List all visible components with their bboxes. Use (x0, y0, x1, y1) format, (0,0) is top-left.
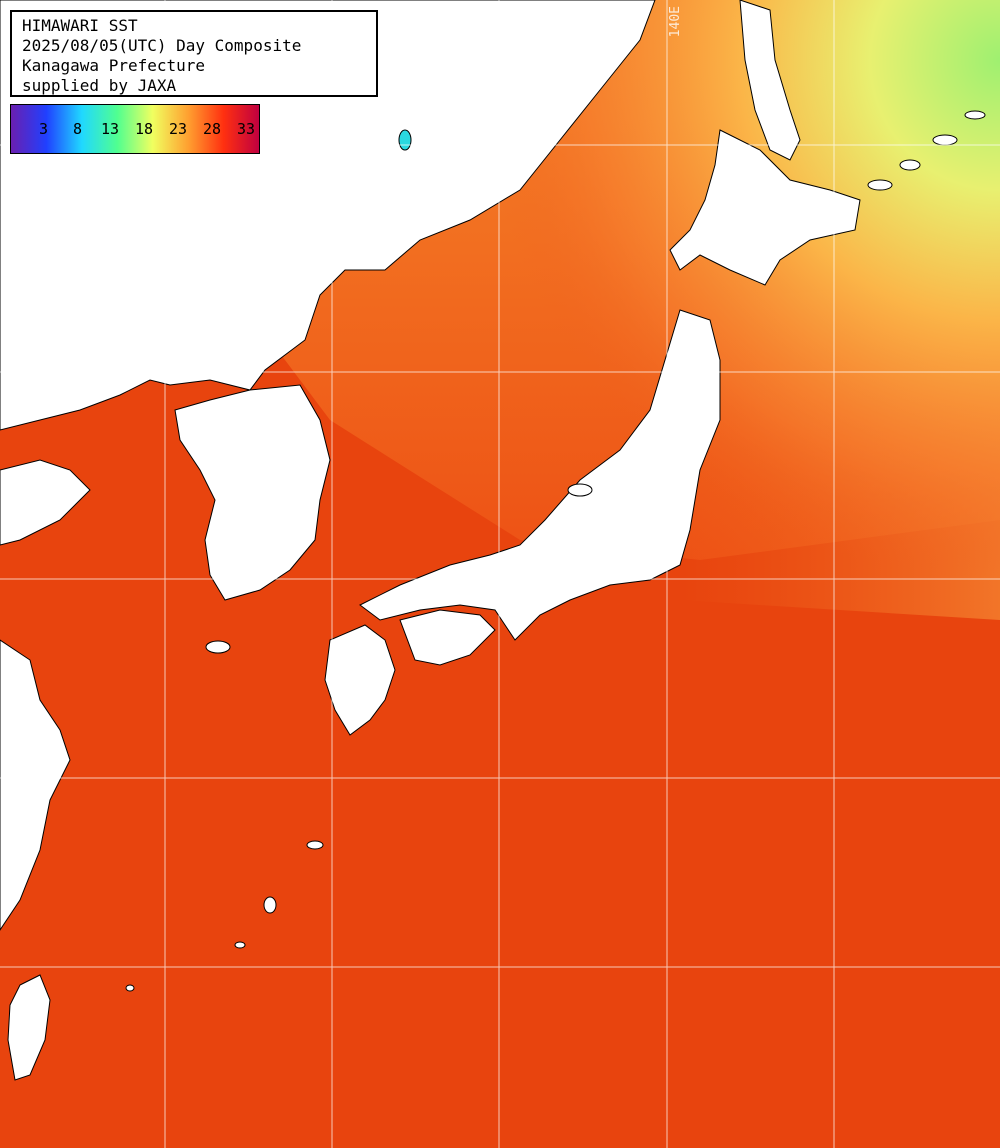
longitude-label-140e: 140E (668, 6, 683, 38)
temperature-colorbar: 3 8 13 18 23 28 33 (10, 104, 260, 154)
sakhalin (739, 0, 801, 161)
colorbar-tick: 8 (73, 120, 83, 138)
title-line-product: HIMAWARI SST (22, 16, 138, 35)
hokkaido (669, 129, 861, 286)
title-box: HIMAWARI SST 2025/08/05(UTC) Day Composi… (10, 10, 378, 97)
ryukyu-islands (125, 840, 324, 992)
sado-island (567, 483, 593, 497)
colorbar-tick: 33 (237, 120, 256, 138)
title-line-date: 2025/08/05(UTC) Day Composite (22, 36, 302, 55)
honshu (359, 309, 721, 641)
colorbar-tick: 3 (39, 120, 49, 138)
mainland-china (0, 459, 91, 546)
jeju-island (205, 640, 231, 654)
shikoku (399, 609, 496, 666)
title-line-credit: supplied by JAXA (22, 76, 177, 95)
oki-island (398, 129, 412, 151)
kyushu (324, 624, 396, 736)
latitude-label-30n: 30N (8, 760, 32, 775)
china-coast-south (0, 639, 71, 931)
colorbar-tick: 13 (101, 120, 120, 138)
title-line-region: Kanagawa Prefecture (22, 56, 206, 75)
korean-peninsula (174, 384, 331, 601)
kuril-islands (867, 110, 986, 191)
taiwan (7, 974, 51, 1081)
colorbar-tick: 28 (203, 120, 222, 138)
colorbar-tick: 18 (135, 120, 154, 138)
colorbar-tick: 23 (169, 120, 188, 138)
latitude-label-40n: 40N (8, 352, 32, 367)
